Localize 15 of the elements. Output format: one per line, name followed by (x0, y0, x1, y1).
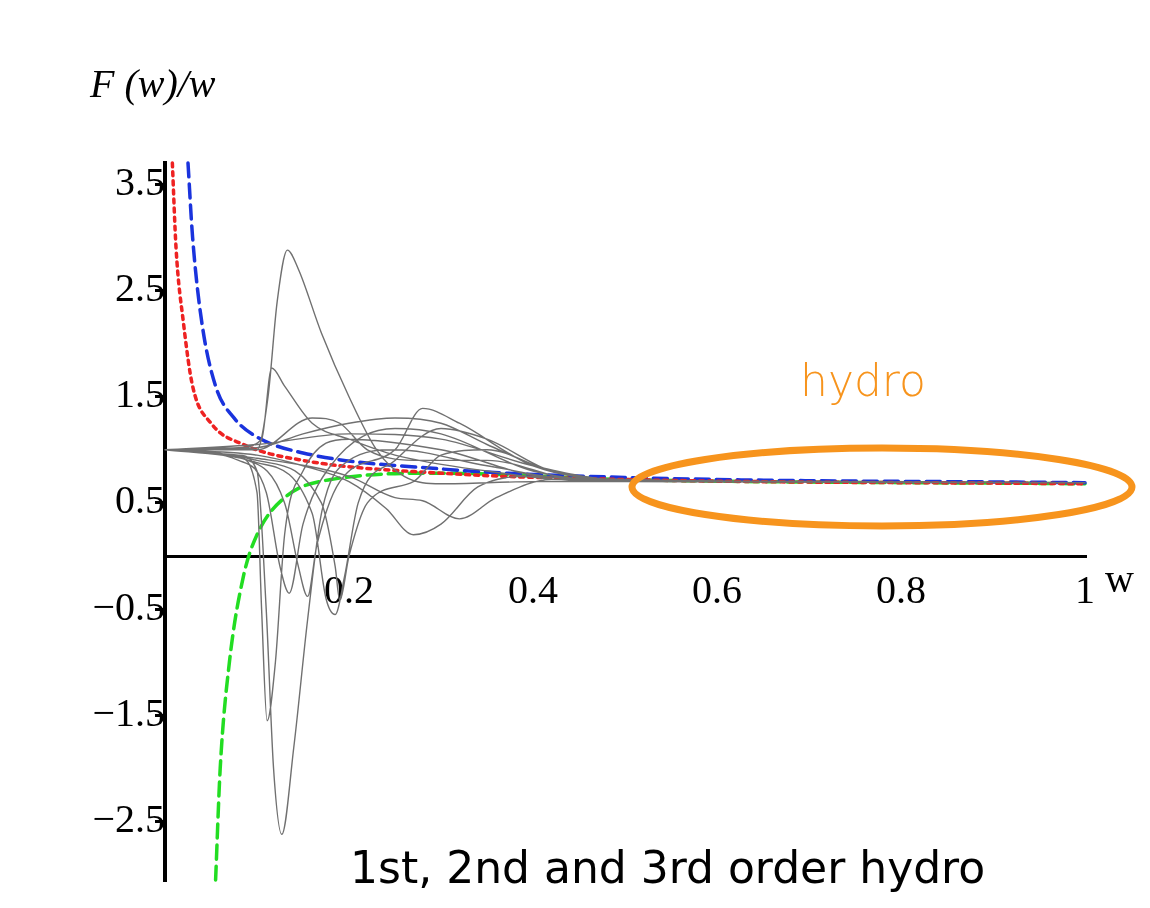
y-tick-label: −2.5 (92, 796, 165, 842)
annotation: hydro (800, 355, 926, 406)
x-tick-label: 0.8 (876, 566, 926, 612)
y-tick-label: 3.5 (115, 158, 165, 204)
y-tick-label: 0.5 (115, 477, 165, 523)
x-axis-title: w (1105, 555, 1134, 602)
y-tick-label: −0.5 (92, 583, 165, 629)
y-tick-label: 2.5 (115, 264, 165, 310)
y-tick-label: 1.5 (115, 371, 165, 417)
x-tick-label: 0.4 (508, 566, 558, 612)
y-tick-label: −1.5 (92, 689, 165, 735)
annotation: 1st, 2nd and 3rd order hydro (350, 842, 986, 893)
x-tick-label: 0.6 (692, 566, 742, 612)
x-tick-label: 1 (1075, 566, 1095, 612)
y-axis-title: F (w)/w (90, 60, 216, 107)
